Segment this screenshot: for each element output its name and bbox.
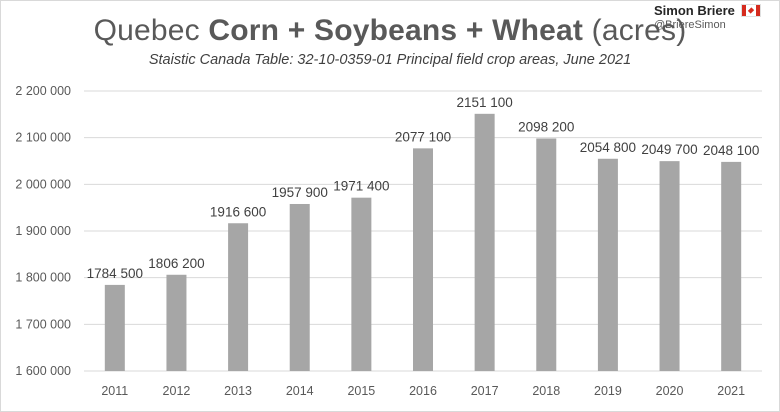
- x-tick-label: 2013: [224, 384, 252, 398]
- chart-subtitle: Staistic Canada Table: 32-10-0359-01 Pri…: [148, 52, 632, 68]
- x-tick-label: 2020: [656, 384, 684, 398]
- data-label: 1806 200: [148, 256, 204, 271]
- data-label: 1971 400: [333, 179, 389, 194]
- bar: [166, 274, 187, 371]
- bar: [659, 161, 680, 371]
- data-label: 2049 700: [641, 142, 697, 157]
- data-label: 2098 200: [518, 120, 574, 135]
- data-label: 1957 900: [272, 185, 328, 200]
- y-tick-label: 2 200 000: [15, 84, 71, 98]
- bar: [228, 223, 249, 371]
- author-name: Simon Briere: [654, 3, 735, 18]
- x-tick-label: 2018: [532, 384, 560, 398]
- bar: [413, 148, 433, 371]
- x-tick-label: 2017: [471, 384, 499, 398]
- x-tick-label: 2021: [717, 384, 745, 398]
- x-tick-label: 2019: [594, 384, 622, 398]
- bar: [474, 113, 495, 371]
- data-label: 2151 100: [456, 95, 512, 110]
- bar: [721, 161, 742, 371]
- data-label: 1784 500: [87, 266, 143, 281]
- x-tick-label: 2012: [163, 384, 191, 398]
- x-tick-label: 2015: [347, 384, 375, 398]
- title-plain: Quebec: [93, 14, 209, 47]
- bar: [289, 203, 310, 371]
- y-tick-label: 1 800 000: [15, 271, 71, 285]
- y-tick-label: 1 900 000: [15, 224, 71, 238]
- x-tick-label: 2014: [286, 384, 314, 398]
- author-block: Simon Briere @BriereSimon: [654, 3, 764, 31]
- data-label: 1916 600: [210, 204, 266, 219]
- x-tick-label: 2011: [101, 384, 128, 398]
- canada-flag-icon: [740, 4, 761, 17]
- chart-title: Quebec Corn + Soybeans + Wheat (acres): [0, 14, 780, 48]
- y-tick-label: 2 100 000: [15, 131, 71, 145]
- bar: [597, 158, 618, 371]
- y-tick-label: 1 600 000: [15, 364, 71, 378]
- x-tick-label: 2016: [409, 384, 437, 398]
- y-tick-label: 1 700 000: [15, 317, 71, 331]
- y-tick-label: 2 000 000: [15, 177, 71, 191]
- data-label: 2048 100: [703, 143, 759, 158]
- author-name-row: Simon Briere: [654, 3, 764, 18]
- bar: [351, 197, 372, 371]
- title-bold: Corn + Soybeans + Wheat: [208, 14, 584, 47]
- data-label: 2054 800: [580, 140, 636, 155]
- bar: [104, 284, 125, 371]
- bar: [536, 138, 557, 371]
- title-suffix: (acres): [583, 14, 687, 47]
- data-label: 2077 100: [395, 129, 451, 144]
- author-handle: @BriereSimon: [654, 19, 726, 31]
